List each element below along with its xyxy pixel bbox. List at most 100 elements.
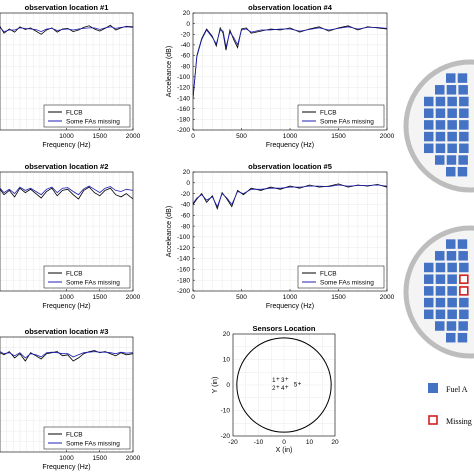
chart-title: observation location #3 [25, 327, 109, 336]
chart-title: Sensors Location [253, 324, 316, 333]
x-tick-label: 2000 [380, 294, 395, 301]
fuel-assembly [435, 143, 446, 154]
y-tick-label: -60 [181, 53, 191, 60]
sensor-marker: + [285, 385, 289, 391]
y-tick-label: -140 [177, 95, 190, 102]
fuel-assembly [447, 274, 457, 284]
sensors-location-chart: +1 +3+2 +4+5-20 -10 0 10 2020100-10-20Sensors … [212, 324, 339, 454]
y-tick-label: -180 [177, 117, 190, 124]
x-tick-label: 2000 [380, 133, 395, 140]
y-tick-label: -20 [221, 433, 231, 440]
core-boundary-circle [236, 337, 332, 433]
chart-panel-4: 0 500 1000 1500 2000 20 0 -20 -40 -60 -80 -100 -120 -… [166, 162, 395, 310]
x-tick-label: 1000 [59, 455, 74, 462]
fuel-assembly [424, 143, 434, 154]
y-tick-label: -200 [177, 127, 190, 134]
x-tick-label: 0 [282, 439, 286, 446]
y-tick-label: -60 [181, 212, 191, 219]
axes-frame [232, 333, 336, 437]
core-map-full [403, 59, 474, 193]
fuel-assembly [435, 274, 446, 284]
x-axis-label: Frequency (Hz) [42, 464, 90, 471]
fuel-assembly [446, 155, 457, 165]
y-tick-label: -80 [181, 63, 191, 70]
y-tick-label: -80 [181, 223, 191, 230]
chart-panel-2: 0 500 1000 1500 2000 20 0 -20 -40 -60 -80 -100 -120 -… [166, 3, 395, 149]
y-tick-label: 0 [186, 21, 190, 28]
fuel-assembly [459, 108, 469, 118]
y-tick-label: 10 [223, 357, 231, 364]
fuel-assembly [458, 251, 468, 261]
fuel-assembly [424, 120, 434, 130]
legend-label: Some FAs missing [320, 118, 374, 125]
fuel-assembly [435, 297, 446, 308]
legend-box [43, 265, 131, 289]
legend: FLCB Some FAs missing [297, 104, 385, 128]
fuel-assembly [458, 85, 468, 95]
fuel-assembly [447, 108, 457, 118]
fuel-assembly-legend-label: Fuel A [446, 385, 468, 394]
fuel-assembly [424, 262, 434, 273]
legend-box [297, 265, 385, 289]
fuel-assembly [446, 85, 457, 95]
fuel-assembly [424, 286, 434, 296]
sensor-label: 4 [281, 386, 285, 392]
legend-label: FLCB [66, 109, 83, 116]
y-tick-label: 0 [226, 382, 230, 389]
legend-label: Some FAs missing [66, 118, 120, 125]
series-line-flcb [193, 25, 387, 99]
fuel-assembly [447, 309, 457, 320]
x-tick-label: 1500 [93, 294, 108, 301]
fuel-assembly [447, 262, 457, 273]
fuel-assembly [459, 297, 469, 308]
legend: FLCB Some FAs missing [43, 426, 131, 450]
x-axis-label: Frequency (Hz) [42, 303, 90, 310]
legend-label: Some FAs missing [320, 279, 374, 286]
x-axis-label: Frequency (Hz) [266, 303, 314, 310]
fuel-assembly [446, 239, 456, 249]
fuel-assembly [435, 321, 445, 331]
x-tick-label: 1000 [283, 294, 298, 301]
fuel-assembly [459, 96, 469, 107]
fuel-assembly [459, 120, 469, 130]
x-axis-label: Frequency (Hz) [42, 142, 90, 149]
fuel-assembly [457, 239, 468, 249]
x-tick-label: 1500 [93, 455, 108, 462]
sensor-marker: + [285, 377, 289, 383]
fuel-assembly [435, 131, 446, 142]
sensor-marker: + [276, 385, 280, 391]
legend-box [297, 104, 385, 128]
fuel-assembly [435, 251, 445, 261]
fuel-assembly [446, 166, 456, 177]
fuel-assembly [435, 155, 445, 165]
y-axis-label: Acceleance (dB) [166, 46, 173, 97]
y-tick-label: -40 [181, 202, 191, 209]
missing-fuel-assembly [459, 274, 469, 284]
core-map-missing [403, 225, 474, 359]
x-tick-label: 500 [236, 294, 247, 301]
fuel-assembly [435, 262, 446, 273]
y-axis-label: Y (in) [212, 377, 219, 394]
sensor-label: 1 [272, 378, 276, 384]
fuel-assembly [447, 120, 457, 130]
x-tick-label: 10 [306, 439, 314, 446]
x-axis-label: X (in) [276, 447, 293, 454]
sensor-label: 2 [272, 386, 276, 392]
x-tick-label: -10 [254, 439, 264, 446]
x-tick-label: 20 [331, 439, 339, 446]
sensor-label: 3 [281, 378, 285, 384]
series-line-missing [0, 351, 133, 359]
fuel-assembly [424, 309, 434, 320]
y-tick-label: -120 [177, 85, 190, 92]
legend-label: FLCB [320, 270, 337, 277]
legend-label: Some FAs missing [66, 440, 120, 447]
y-tick-label: -10 [221, 408, 231, 415]
fuel-assembly [447, 96, 457, 107]
fuel-assembly [446, 332, 456, 343]
chart-panel-5: 1000 1500 2000 observation location #3 Frequ… [0, 327, 141, 471]
series-line-flcb [0, 350, 133, 362]
x-tick-label: 2000 [126, 294, 141, 301]
x-tick-label: 1000 [59, 294, 74, 301]
fuel-assembly [446, 321, 457, 331]
legend-label: Some FAs missing [66, 279, 120, 286]
